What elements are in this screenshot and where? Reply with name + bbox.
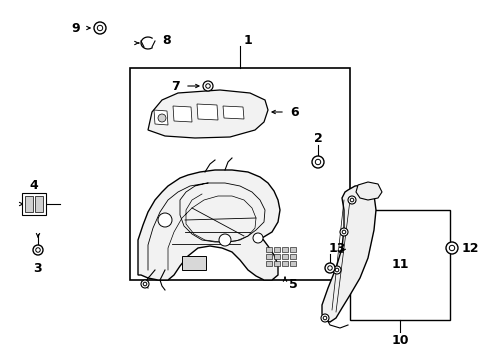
Bar xyxy=(282,261,287,266)
Circle shape xyxy=(158,114,165,122)
Bar xyxy=(265,261,271,266)
Bar xyxy=(273,247,280,252)
Polygon shape xyxy=(321,185,375,322)
Circle shape xyxy=(33,245,43,255)
Text: 4: 4 xyxy=(30,179,38,192)
Text: 12: 12 xyxy=(461,242,479,255)
Circle shape xyxy=(36,248,40,252)
Circle shape xyxy=(158,213,172,227)
Circle shape xyxy=(349,198,353,202)
Circle shape xyxy=(342,230,345,234)
Polygon shape xyxy=(138,170,280,280)
Circle shape xyxy=(323,316,326,320)
Circle shape xyxy=(327,266,331,270)
Polygon shape xyxy=(355,182,381,200)
Circle shape xyxy=(141,280,149,288)
Text: 13: 13 xyxy=(328,242,346,255)
Polygon shape xyxy=(173,106,192,122)
Text: 3: 3 xyxy=(34,261,42,274)
Bar xyxy=(289,247,295,252)
Circle shape xyxy=(203,81,213,91)
Bar xyxy=(289,254,295,259)
Text: 7: 7 xyxy=(171,80,180,93)
Polygon shape xyxy=(197,104,218,120)
Circle shape xyxy=(252,233,263,243)
Bar xyxy=(282,247,287,252)
Text: 9: 9 xyxy=(71,22,80,35)
Circle shape xyxy=(219,234,230,246)
Circle shape xyxy=(205,84,210,88)
Bar xyxy=(289,261,295,266)
Bar xyxy=(273,261,280,266)
Bar xyxy=(349,210,449,320)
Bar xyxy=(130,68,349,280)
Circle shape xyxy=(143,282,146,286)
Circle shape xyxy=(334,268,338,272)
Circle shape xyxy=(448,245,454,251)
Circle shape xyxy=(320,314,328,322)
Circle shape xyxy=(339,228,347,236)
Polygon shape xyxy=(148,90,267,138)
Circle shape xyxy=(347,196,355,204)
Text: 1: 1 xyxy=(244,33,252,46)
Text: 8: 8 xyxy=(162,33,170,46)
Text: 10: 10 xyxy=(390,333,408,346)
Circle shape xyxy=(445,242,457,254)
Bar xyxy=(265,254,271,259)
Bar xyxy=(265,247,271,252)
Bar xyxy=(25,196,33,212)
Bar xyxy=(273,254,280,259)
Bar xyxy=(22,193,46,215)
Circle shape xyxy=(97,25,102,31)
Circle shape xyxy=(325,263,334,273)
Polygon shape xyxy=(154,110,168,125)
Text: 5: 5 xyxy=(288,279,297,292)
Text: 2: 2 xyxy=(313,131,322,144)
Circle shape xyxy=(94,22,106,34)
Text: 11: 11 xyxy=(390,258,408,271)
Bar xyxy=(35,196,43,212)
Circle shape xyxy=(315,159,320,165)
Circle shape xyxy=(332,266,340,274)
Text: 6: 6 xyxy=(289,105,298,118)
Bar xyxy=(182,256,205,270)
Circle shape xyxy=(311,156,324,168)
Polygon shape xyxy=(223,106,244,119)
Bar xyxy=(282,254,287,259)
